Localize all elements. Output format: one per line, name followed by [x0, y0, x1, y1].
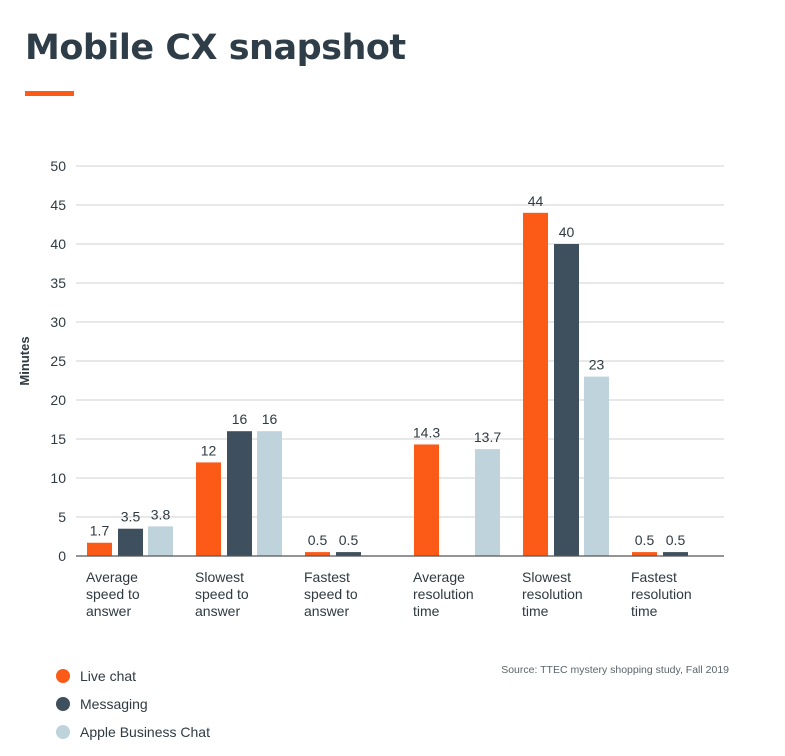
bar-chart: 0 5 10 15 20 25 30 35 40 45 50 Minutes 1.7 12 0.5 14.3 4… — [17, 158, 724, 619]
bar-messaging — [336, 552, 361, 556]
data-label: 23 — [589, 357, 605, 373]
data-label: 0.5 — [635, 532, 655, 548]
y-tick-label: 35 — [50, 275, 66, 291]
legend-item-apple-business-chat: Apple Business Chat — [56, 718, 210, 746]
data-label: 14.3 — [413, 424, 440, 440]
bar-apple-business-chat — [148, 526, 173, 556]
legend-label-live-chat: Live chat — [80, 668, 137, 684]
x-category-label: Fastest speed to answer — [304, 569, 358, 619]
legend-swatch-apple-business-chat — [56, 725, 70, 739]
y-tick-label: 0 — [58, 548, 66, 564]
bar-apple-business-chat — [475, 449, 500, 556]
legend-label-apple-business-chat: Apple Business Chat — [80, 724, 210, 740]
source-note: Source: TTEC mystery shopping study, Fal… — [501, 664, 729, 676]
bar-live-chat — [414, 444, 439, 556]
legend-item-live-chat: Live chat — [56, 662, 210, 690]
bar-live-chat — [305, 552, 330, 556]
y-tick-label: 20 — [50, 392, 66, 408]
y-axis-title: Minutes — [17, 336, 32, 385]
bar-live-chat — [196, 462, 221, 556]
x-category-label: Fastest resolution time — [631, 569, 692, 619]
x-category-label: Average speed to answer — [86, 569, 140, 619]
bar-live-chat — [632, 552, 657, 556]
legend: Live chat Messaging Apple Business Chat — [56, 662, 210, 746]
y-tick-label: 10 — [50, 470, 66, 486]
data-label: 0.5 — [339, 532, 359, 548]
y-tick-label: 5 — [58, 509, 66, 525]
data-label: 0.5 — [308, 532, 328, 548]
legend-swatch-messaging — [56, 697, 70, 711]
legend-swatch-live-chat — [56, 669, 70, 683]
bar-live-chat — [523, 212, 548, 557]
data-label: 16 — [262, 411, 278, 427]
y-tick-label: 50 — [50, 158, 66, 174]
x-category-label: Slowest resolution time — [522, 569, 583, 619]
data-label: 44 — [528, 193, 544, 209]
x-category-label: Average resolution time — [413, 569, 474, 619]
title-accent-bar — [25, 91, 74, 96]
bar-apple-business-chat — [257, 431, 282, 556]
data-label: 1.7 — [90, 523, 110, 539]
data-label: 16 — [232, 411, 248, 427]
data-label: 12 — [201, 442, 217, 458]
data-label: 0.5 — [666, 532, 686, 548]
y-tick-label: 15 — [50, 431, 66, 447]
y-tick-label: 30 — [50, 314, 66, 330]
data-label: 3.8 — [151, 506, 171, 522]
data-label: 40 — [559, 224, 575, 240]
data-label: 3.5 — [121, 509, 141, 525]
page-title: Mobile CX snapshot — [25, 28, 406, 68]
data-label: 13.7 — [474, 429, 501, 445]
x-category-label: Slowest speed to answer — [195, 569, 249, 619]
bar-messaging — [118, 528, 143, 556]
y-tick-label: 40 — [50, 236, 66, 252]
bar-messaging — [663, 552, 688, 556]
bar-messaging — [227, 431, 252, 556]
bar-messaging — [554, 244, 579, 556]
y-tick-label: 25 — [50, 353, 66, 369]
y-tick-label: 45 — [50, 197, 66, 213]
bar-live-chat — [87, 542, 112, 556]
legend-label-messaging: Messaging — [80, 696, 148, 712]
bar-apple-business-chat — [584, 376, 609, 556]
legend-item-messaging: Messaging — [56, 690, 210, 718]
